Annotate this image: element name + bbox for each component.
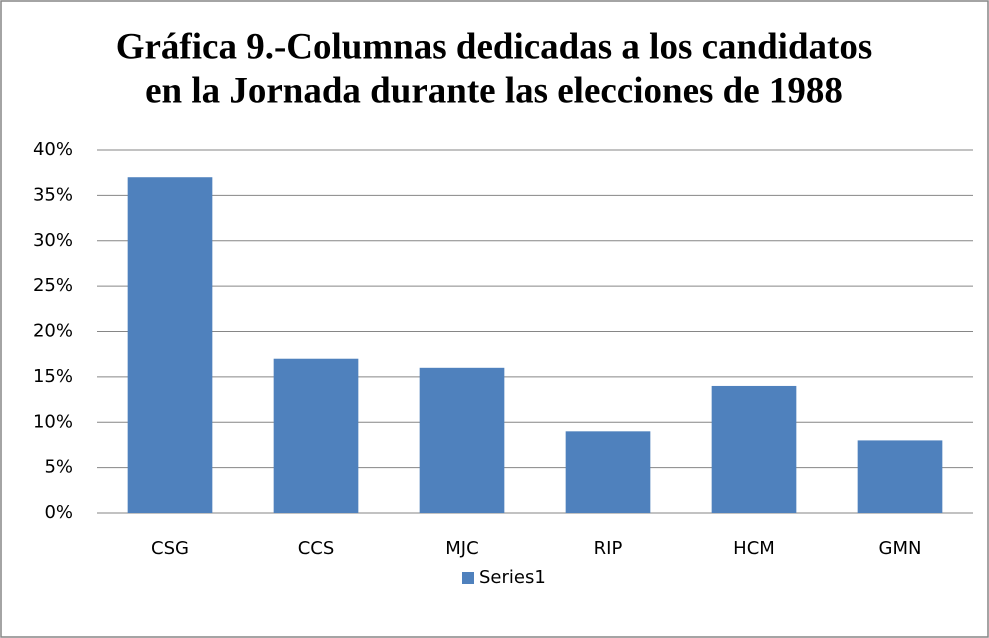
y-tick-label: 0% — [44, 502, 73, 523]
x-tick-label: GMN — [879, 538, 922, 559]
bar — [711, 385, 797, 513]
y-tick-label: 40% — [33, 139, 73, 160]
chart-title: Gráfica 9.-Columnas dedicadas a los cand… — [116, 26, 873, 67]
y-tick-label: 20% — [33, 321, 73, 342]
chart-title: en la Jornada durante las elecciones de … — [145, 70, 843, 111]
bar — [857, 440, 943, 513]
y-tick-label: 15% — [33, 366, 73, 387]
y-tick-label: 5% — [44, 457, 73, 478]
bar — [127, 177, 213, 513]
bar — [565, 431, 651, 513]
legend-swatch — [462, 572, 474, 584]
x-tick-label: CCS — [298, 538, 335, 559]
x-tick-label: CSG — [151, 538, 189, 559]
y-tick-label: 35% — [33, 184, 73, 205]
x-tick-label: HCM — [733, 538, 775, 559]
y-tick-label: 10% — [33, 411, 73, 432]
y-tick-label: 30% — [33, 230, 73, 251]
bar — [419, 367, 505, 513]
legend-label: Series1 — [479, 567, 546, 588]
y-tick-label: 25% — [33, 275, 73, 296]
x-tick-label: MJC — [445, 538, 478, 559]
bar — [273, 358, 359, 513]
x-tick-label: RIP — [594, 538, 623, 559]
